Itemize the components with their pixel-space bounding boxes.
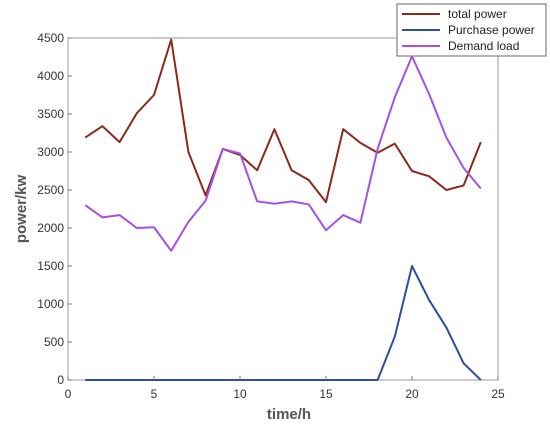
series-layer (84, 38, 482, 381)
x-tick-label: 5 (151, 387, 158, 401)
legend-label-purchase-power: Purchase power (448, 23, 535, 37)
y-tick-label: 500 (44, 335, 64, 349)
x-tick-label: 10 (233, 387, 247, 401)
series-line-total-power (84, 38, 482, 204)
x-tick-label: 25 (491, 387, 505, 401)
y-tick-label: 3500 (37, 107, 64, 121)
y-tick-label: 1500 (37, 259, 64, 273)
y-tick-label: 2000 (37, 221, 64, 235)
legend: total power Purchase power Demand load (396, 3, 547, 57)
series-line-purchase-power (85, 265, 482, 381)
y-tick-label: 0 (57, 373, 64, 387)
y-tick-label: 4000 (37, 69, 64, 83)
y-tick-label: 1000 (37, 297, 64, 311)
x-axis-label: time/h (267, 406, 311, 423)
y-tick-label: 4500 (37, 31, 64, 45)
y-tick-label: 2500 (37, 183, 64, 197)
y-axis-label: power/kw (13, 174, 30, 243)
x-tick-label: 15 (319, 387, 333, 401)
x-tick-label: 20 (405, 387, 419, 401)
y-tick-label: 3000 (37, 145, 64, 159)
plot-area (67, 37, 499, 381)
legend-label-total-power: total power (448, 7, 507, 21)
x-tick-label: 0 (65, 387, 72, 401)
axis-layer: 0 5 10 15 20 25 0 500 1000 1500 2000 2500 3000 3500 40… (37, 31, 505, 401)
legend-label-demand-load: Demand load (448, 39, 519, 53)
series-line-demand-load (84, 55, 482, 252)
